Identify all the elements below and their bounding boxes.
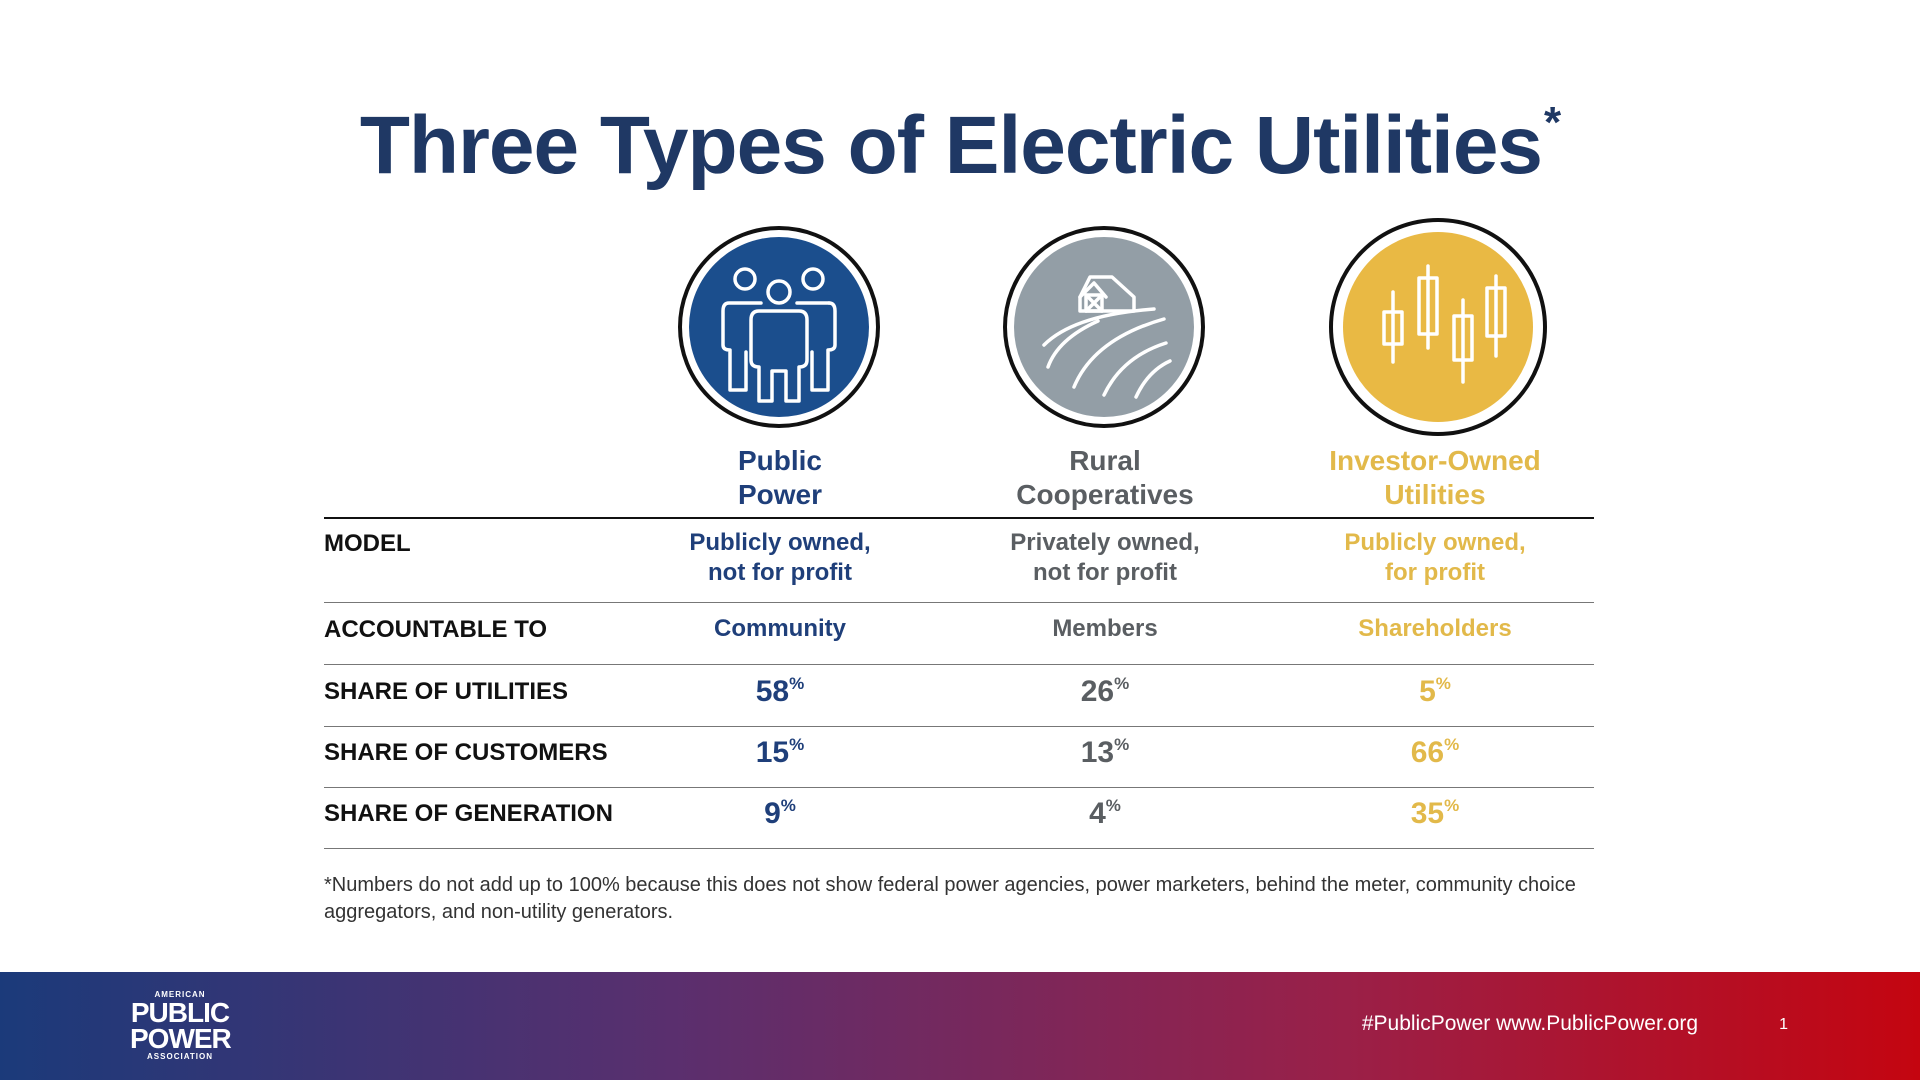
page-title: Three Types of Electric Utilities* bbox=[0, 98, 1920, 193]
percent-value: 26 bbox=[1080, 675, 1115, 708]
utilities-investor-owned: 5% bbox=[1275, 674, 1595, 709]
model-investor-owned: Publicly owned, for profit bbox=[1275, 528, 1595, 588]
column-header-investor-owned: Investor-Owned Utilities bbox=[1285, 444, 1585, 512]
percent-sign: % bbox=[1114, 674, 1130, 693]
percent-value: 13 bbox=[1080, 736, 1115, 769]
footnote: *Numbers do not add up to 100% because t… bbox=[324, 874, 1576, 923]
page-number: 1 bbox=[1779, 1016, 1788, 1033]
farm-icon bbox=[1014, 237, 1194, 417]
row-label-accountable-to: ACCOUNTABLE TO bbox=[324, 616, 548, 643]
row-divider bbox=[324, 664, 1594, 665]
model-public-power: Publicly owned, not for profit bbox=[620, 528, 940, 588]
model-line2: not for profit bbox=[1033, 559, 1177, 586]
logo-line2: POWER bbox=[130, 1023, 232, 1054]
column-header-line1: Investor-Owned bbox=[1329, 445, 1541, 476]
column-header-rural-cooperatives: Rural Cooperatives bbox=[955, 444, 1255, 512]
utilities-public-power: 58% bbox=[620, 674, 940, 709]
table-header-divider bbox=[324, 517, 1594, 519]
row-divider bbox=[324, 787, 1594, 788]
row-divider bbox=[324, 726, 1594, 727]
accountable-investor-owned: Shareholders bbox=[1358, 615, 1512, 642]
column-header-line2: Utilities bbox=[1384, 479, 1486, 510]
percent-sign: % bbox=[1444, 796, 1460, 815]
generation-public-power: 9% bbox=[620, 796, 940, 831]
model-line1: Privately owned, bbox=[1010, 529, 1200, 556]
customers-rural-cooperatives: 13% bbox=[945, 735, 1265, 770]
percent-sign: % bbox=[1435, 674, 1451, 693]
customers-investor-owned: 66% bbox=[1275, 735, 1595, 770]
percent-sign: % bbox=[1444, 735, 1460, 754]
percent-value: 5 bbox=[1419, 675, 1436, 708]
logo-top-text: AMERICAN bbox=[154, 990, 206, 999]
accountable-rural-cooperatives: Members bbox=[1052, 615, 1158, 642]
investor-owned-badge bbox=[1329, 218, 1547, 436]
percent-value: 15 bbox=[755, 736, 790, 769]
percent-sign: % bbox=[789, 735, 805, 754]
percent-value: 66 bbox=[1410, 736, 1445, 769]
model-line2: not for profit bbox=[708, 559, 852, 586]
column-header-line1: Rural bbox=[1069, 445, 1141, 476]
footer-bar: AMERICAN PUBLIC POWER ASSOCIATION #Publi… bbox=[0, 972, 1920, 1080]
utilities-rural-cooperatives: 26% bbox=[945, 674, 1265, 709]
logo-line1: PUBLIC bbox=[130, 997, 230, 1028]
title-asterisk: * bbox=[1544, 98, 1561, 147]
percent-sign: % bbox=[789, 674, 805, 693]
generation-rural-cooperatives: 4% bbox=[945, 796, 1265, 831]
rural-cooperatives-badge bbox=[1003, 226, 1205, 428]
logo-bottom-text: ASSOCIATION bbox=[147, 1052, 213, 1061]
customers-public-power: 15% bbox=[620, 735, 940, 770]
row-label-model: MODEL bbox=[324, 530, 411, 557]
percent-value: 9 bbox=[764, 797, 781, 830]
accountable-public-power: Community bbox=[714, 615, 846, 642]
row-label-share-of-generation: SHARE OF GENERATION bbox=[324, 800, 613, 827]
column-header-line2: Cooperatives bbox=[1016, 479, 1194, 510]
row-label-share-of-customers: SHARE OF CUSTOMERS bbox=[324, 739, 608, 766]
generation-investor-owned: 35% bbox=[1275, 796, 1595, 831]
apppa-logo[interactable]: AMERICAN PUBLIC POWER ASSOCIATION bbox=[130, 990, 232, 1062]
candlestick-chart-icon bbox=[1343, 232, 1533, 422]
percent-value: 35 bbox=[1410, 797, 1445, 830]
percent-value: 58 bbox=[755, 675, 790, 708]
public-power-badge bbox=[678, 226, 880, 428]
title-text: Three Types of Electric Utilities bbox=[359, 100, 1543, 191]
percent-value: 4 bbox=[1089, 797, 1106, 830]
row-label-share-of-utilities: SHARE OF UTILITIES bbox=[324, 678, 569, 705]
row-divider bbox=[324, 602, 1594, 603]
footer-links[interactable]: #PublicPower www.PublicPower.org bbox=[1361, 1012, 1698, 1035]
model-line1: Publicly owned, bbox=[1344, 529, 1526, 556]
people-icon bbox=[689, 237, 869, 417]
model-line1: Publicly owned, bbox=[689, 529, 871, 556]
column-header-line2: Power bbox=[737, 479, 823, 510]
row-divider bbox=[324, 848, 1594, 849]
column-header-public-power: Public Power bbox=[630, 444, 930, 512]
model-line2: for profit bbox=[1385, 559, 1485, 586]
column-header-line1: Public bbox=[737, 445, 822, 476]
percent-sign: % bbox=[1105, 796, 1121, 815]
percent-sign: % bbox=[1114, 735, 1130, 754]
percent-sign: % bbox=[780, 796, 796, 815]
model-rural-cooperatives: Privately owned, not for profit bbox=[945, 528, 1265, 588]
